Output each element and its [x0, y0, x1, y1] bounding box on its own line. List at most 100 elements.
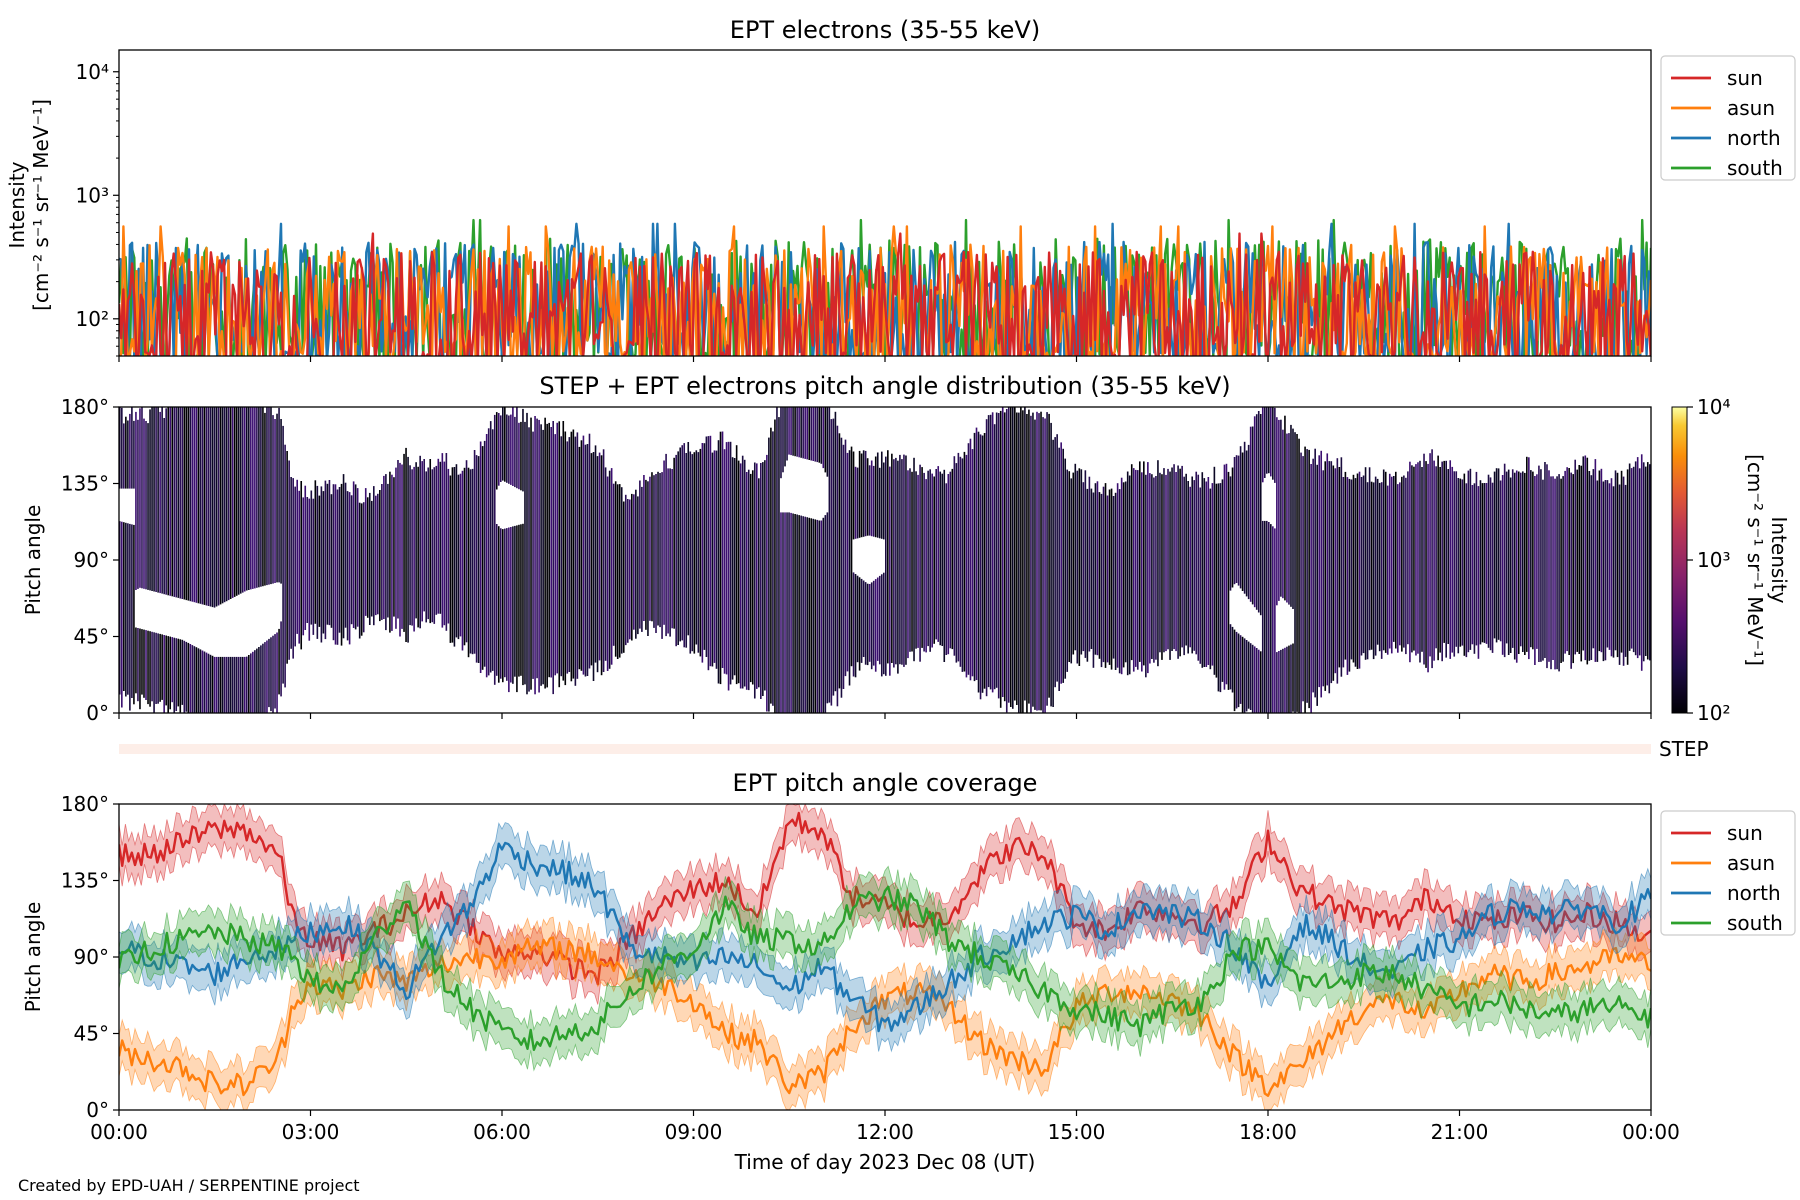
pad-heat-bin — [457, 474, 460, 640]
pad-heat-bin — [1588, 471, 1591, 661]
pad-heat-bin — [588, 433, 591, 669]
pad-heat-bin — [435, 465, 438, 615]
pad-heat-bin — [1263, 407, 1266, 478]
pad-heat-bin — [1453, 471, 1456, 657]
pad-heat-bin — [1274, 528, 1276, 713]
pad-heat-bin — [1640, 454, 1643, 671]
pad-heat-bin — [185, 407, 188, 601]
pad-heat-bin — [1602, 481, 1605, 662]
coverage-y-ticks: 0° 45° 90° 135° 180° — [61, 792, 119, 1122]
pad-heat-bin — [685, 453, 688, 648]
pad-heat-bin — [1326, 453, 1329, 686]
coverage-band-asun — [119, 916, 1651, 1110]
pad-heat-bin — [985, 419, 988, 697]
pad-heat-bin — [796, 407, 798, 457]
pad-heat-bin — [274, 419, 276, 583]
pad-heat-bin — [1642, 462, 1645, 662]
pad-heat-bin — [1636, 457, 1639, 659]
pad-heat-bin — [840, 437, 843, 698]
pad-heat-bin — [975, 427, 978, 680]
pad-heat-bin — [647, 481, 649, 636]
pad-heat-bin — [1108, 489, 1111, 665]
pad-heat-bin — [1495, 468, 1498, 643]
pad-heat-bin — [963, 451, 966, 672]
pad-heat-bin — [1528, 457, 1530, 660]
pad-heat-bin — [157, 407, 159, 593]
pad-heat-bin — [810, 518, 813, 713]
pad-heat-bin — [1532, 471, 1534, 650]
pad-heat-bin — [1469, 468, 1472, 650]
legend-label-north: north — [1727, 126, 1781, 150]
pad-heat-bin — [808, 407, 811, 460]
pad-heat-bin — [820, 407, 823, 464]
pad-heat-bin — [119, 521, 121, 695]
pad-heat-bin — [1167, 468, 1169, 650]
pad-heat-bin — [697, 452, 700, 653]
pad-heat-bin — [1425, 461, 1427, 668]
pad-heat-bin — [334, 484, 337, 645]
pad-heat-bin — [1282, 648, 1284, 713]
pad-heat-bin — [1324, 461, 1327, 691]
pad-heat-bin — [471, 468, 474, 655]
pad-heat-bin — [899, 454, 901, 665]
pad-heat-bin — [219, 407, 222, 605]
pad-heat-bin — [1048, 413, 1050, 698]
pad-heat-bin — [250, 407, 252, 590]
legend-label-sun: sun — [1727, 821, 1763, 845]
pad-heat-bin — [165, 408, 167, 595]
pad-heat-bin — [749, 473, 752, 683]
pad-heat-bin — [481, 446, 484, 670]
pad-heat-bin — [1229, 476, 1232, 591]
pad-heat-bin — [1411, 465, 1413, 653]
pad-heat-bin — [483, 440, 486, 667]
pad-heat-bin — [209, 654, 212, 713]
pad-heat-bin — [211, 407, 214, 608]
pad-heat-bin — [961, 458, 964, 672]
pad-heat-bin — [375, 495, 377, 616]
pad-heat-bin — [1078, 468, 1081, 666]
pad-heat-bin — [1090, 488, 1093, 649]
pad-heat-bin — [1409, 461, 1411, 663]
pad-heat-bin — [362, 502, 365, 633]
pad-heat-bin — [292, 478, 294, 659]
pad-heat-bin — [729, 441, 732, 685]
pad-heat-bin — [1237, 633, 1240, 708]
pad-heat-bin — [1044, 418, 1046, 713]
pad-heat-bin — [461, 470, 464, 651]
pad-heat-bin — [1417, 462, 1419, 654]
pad-heat-bin — [231, 656, 234, 713]
pad-heat-bin — [786, 512, 788, 713]
pad-heat-bin — [169, 407, 171, 596]
legend-label-asun: asun — [1727, 851, 1775, 875]
pad-heat-bin — [145, 630, 147, 700]
pad-heat-bin — [274, 634, 276, 709]
pad-heat-bin — [1223, 464, 1226, 690]
pad-heat-bin — [824, 407, 827, 473]
pad-panel-title: STEP + EPT electrons pitch angle distrib… — [539, 372, 1230, 400]
y-tick-label: 45° — [74, 625, 109, 649]
pad-heat-bin — [1261, 520, 1264, 713]
pad-heat-bin — [764, 460, 766, 691]
pad-heat-bin — [669, 468, 671, 637]
legend-label-sun: sun — [1727, 66, 1763, 90]
pad-heat-bin — [1253, 646, 1256, 713]
pad-heat-bin — [1439, 467, 1441, 653]
x-axis-label: Time of day 2023 Dec 08 (UT) — [734, 1150, 1036, 1174]
pad-heat-bin — [395, 467, 397, 629]
pad-heat-bin — [243, 407, 246, 592]
pad-heat-bin — [1243, 638, 1246, 713]
pad-heat-bin — [336, 489, 339, 645]
pad-heat-bin — [1604, 480, 1607, 661]
pad-heat-bin — [941, 473, 944, 646]
pad-heat-bin — [1189, 486, 1191, 648]
x-tick-label: 03:00 — [282, 1120, 340, 1144]
pad-heat-bin — [814, 519, 817, 713]
pad-heat-bin — [937, 466, 940, 642]
pad-heat-bin — [870, 460, 873, 537]
coverage-line-north — [119, 841, 1651, 1033]
pad-heat-bin — [544, 417, 546, 689]
pad-heat-bin — [1278, 651, 1280, 713]
pad-colorbar-label-line1: Intensity — [1767, 516, 1791, 603]
pad-heat-bin — [1423, 453, 1425, 665]
pad-heat-bin — [447, 468, 450, 624]
